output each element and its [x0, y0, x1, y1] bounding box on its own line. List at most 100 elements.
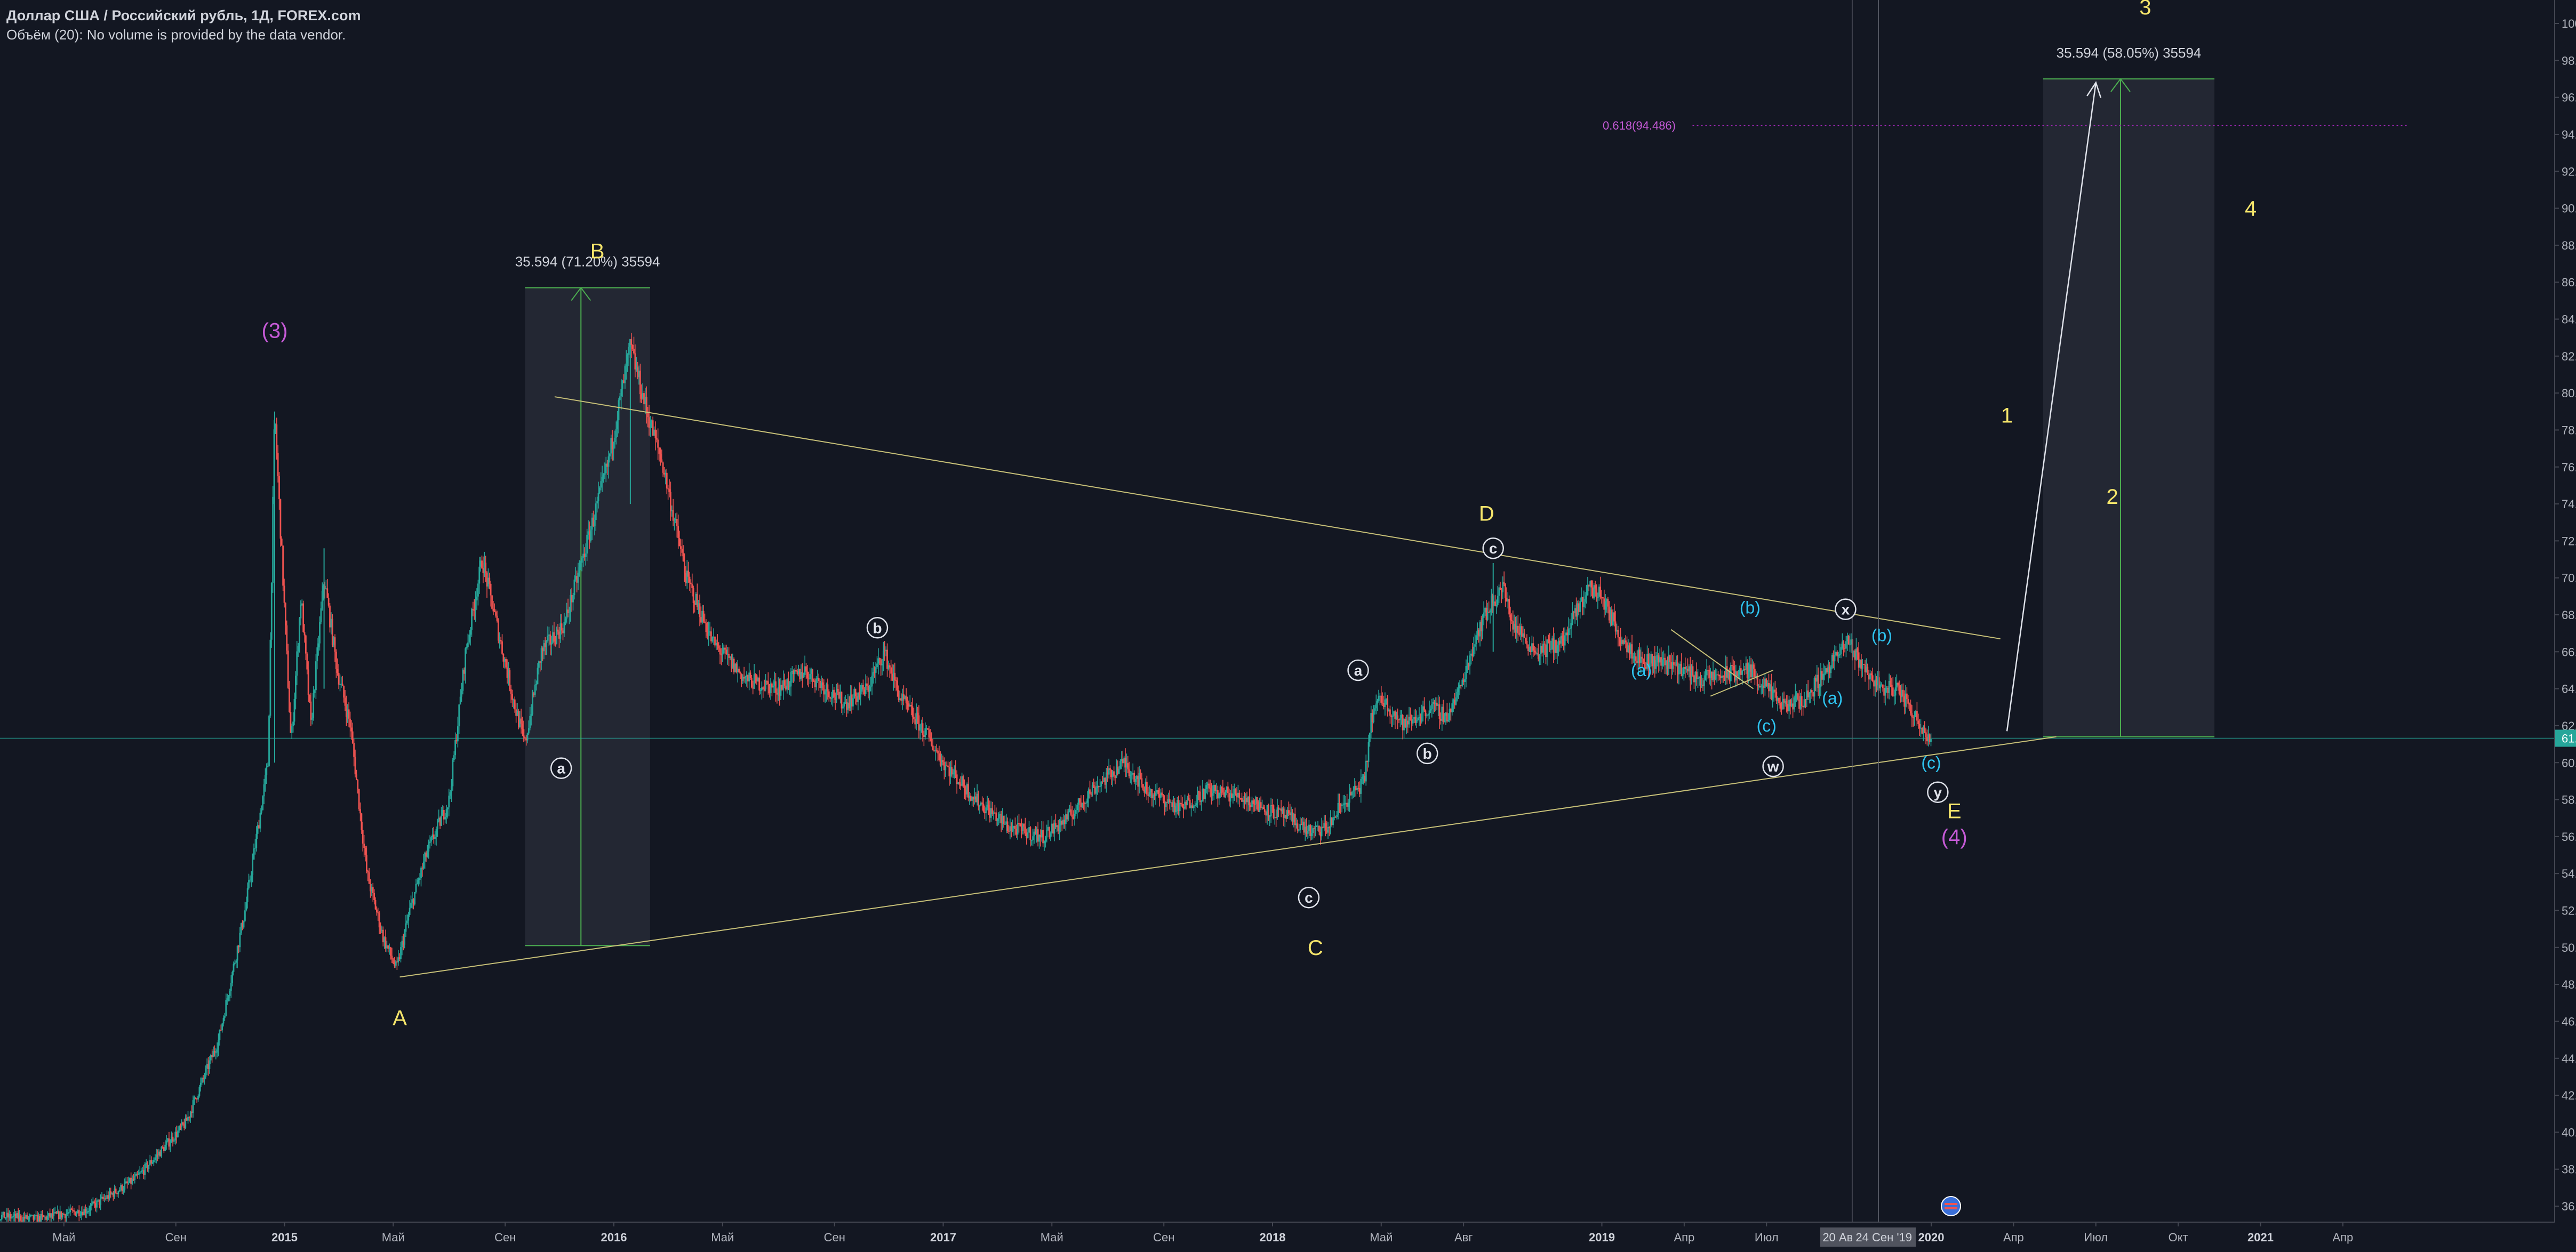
- candle-body: [854, 688, 857, 696]
- candle-body: [329, 605, 331, 628]
- candle-body: [799, 669, 801, 679]
- price-tick-label: 80.000: [2562, 387, 2576, 400]
- candle-body: [1407, 720, 1409, 725]
- candle-body: [1647, 654, 1650, 668]
- candle-body: [1091, 785, 1093, 795]
- candle-body: [72, 1209, 74, 1211]
- candle-body: [751, 678, 753, 688]
- candle-body: [1460, 685, 1462, 686]
- candle-body: [419, 878, 421, 880]
- candle-body: [1584, 599, 1586, 602]
- candle-body: [1491, 595, 1492, 611]
- candle-body: [110, 1191, 112, 1194]
- candle-body: [893, 672, 894, 681]
- candle-body: [566, 609, 568, 619]
- candle-body: [508, 670, 509, 678]
- candle-body: [609, 453, 611, 457]
- candle-body: [1145, 782, 1147, 793]
- candle-body: [359, 809, 361, 814]
- candle-body: [571, 595, 573, 603]
- candle-body: [244, 910, 246, 921]
- candle-body: [499, 639, 501, 641]
- candle-body: [116, 1193, 118, 1194]
- candle-body: [163, 1147, 165, 1151]
- candle-body: [269, 639, 271, 716]
- candle-body: [455, 740, 458, 742]
- candle-body: [447, 807, 449, 809]
- candle-body: [178, 1126, 180, 1131]
- candle-body: [1645, 667, 1647, 669]
- price-tick-label: 40.000: [2562, 1126, 2576, 1139]
- candle-body: [44, 1216, 46, 1218]
- candle-body: [91, 1203, 93, 1206]
- candle-body: [1679, 664, 1681, 666]
- candle-body: [377, 912, 379, 913]
- candle-body: [25, 1215, 27, 1219]
- candle-body: [415, 884, 417, 893]
- candle-body: [189, 1111, 191, 1118]
- candle-body: [1354, 785, 1356, 791]
- candle-body: [1179, 802, 1181, 812]
- candle-body: [1006, 821, 1009, 831]
- measure-arrow-head: [571, 286, 591, 301]
- candle-body: [1840, 647, 1842, 654]
- candle-body: [1231, 793, 1233, 798]
- candle-body: [1689, 666, 1691, 681]
- candle-body: [363, 844, 365, 848]
- candle-body: [1094, 786, 1096, 794]
- candle-body: [90, 1206, 92, 1211]
- candle-body: [1086, 798, 1089, 803]
- candle-body: [1271, 805, 1273, 806]
- candle-body: [826, 684, 827, 692]
- candle-body: [645, 397, 647, 412]
- candle-body: [1345, 802, 1347, 804]
- candle-body: [663, 472, 665, 475]
- candle-body: [1055, 823, 1057, 828]
- candle-body: [988, 805, 989, 808]
- candle-body: [354, 757, 356, 775]
- candle-body: [96, 1200, 98, 1208]
- candle-body: [639, 371, 641, 395]
- candle-body: [890, 667, 892, 674]
- candle-body: [301, 603, 303, 605]
- candle-body: [861, 685, 863, 692]
- candle-body: [1355, 785, 1357, 791]
- candle-body: [1725, 666, 1727, 677]
- candle-body: [242, 923, 244, 928]
- candle-body: [572, 595, 574, 603]
- candle-body: [198, 1087, 201, 1096]
- candle-body: [1857, 648, 1859, 653]
- candle-body: [628, 347, 630, 355]
- candle-body: [1187, 798, 1188, 805]
- candle-body: [752, 687, 754, 689]
- candle-body: [506, 667, 508, 678]
- price-tick-label: 58.000: [2562, 793, 2576, 807]
- candle-body: [807, 678, 810, 680]
- candle-body: [724, 647, 726, 650]
- candle-body: [1002, 815, 1004, 823]
- candle-body: [1593, 585, 1595, 599]
- price-axis-bg: [2555, 0, 2576, 1222]
- candle-body: [901, 694, 903, 701]
- candle-body: [670, 492, 671, 511]
- candle-body: [1478, 629, 1480, 637]
- candle-body: [335, 652, 337, 669]
- candle-body: [1582, 597, 1583, 607]
- candle-body: [187, 1117, 189, 1121]
- candle-body: [1732, 665, 1734, 671]
- candle-body: [704, 621, 706, 623]
- candle-body: [1790, 703, 1793, 707]
- price-tick-label: 38.000: [2562, 1163, 2576, 1176]
- candle-body: [1867, 667, 1869, 675]
- time-tick-label: 2017: [930, 1231, 956, 1244]
- candle-body: [253, 848, 255, 860]
- candle-body: [1365, 760, 1367, 782]
- candle-body: [858, 693, 860, 697]
- candle-body: [1421, 712, 1423, 722]
- candle-body: [1646, 654, 1648, 669]
- candle-body: [1059, 825, 1060, 831]
- candle-body: [52, 1214, 53, 1217]
- candle-body: [1025, 826, 1026, 833]
- candle-body: [1061, 821, 1063, 825]
